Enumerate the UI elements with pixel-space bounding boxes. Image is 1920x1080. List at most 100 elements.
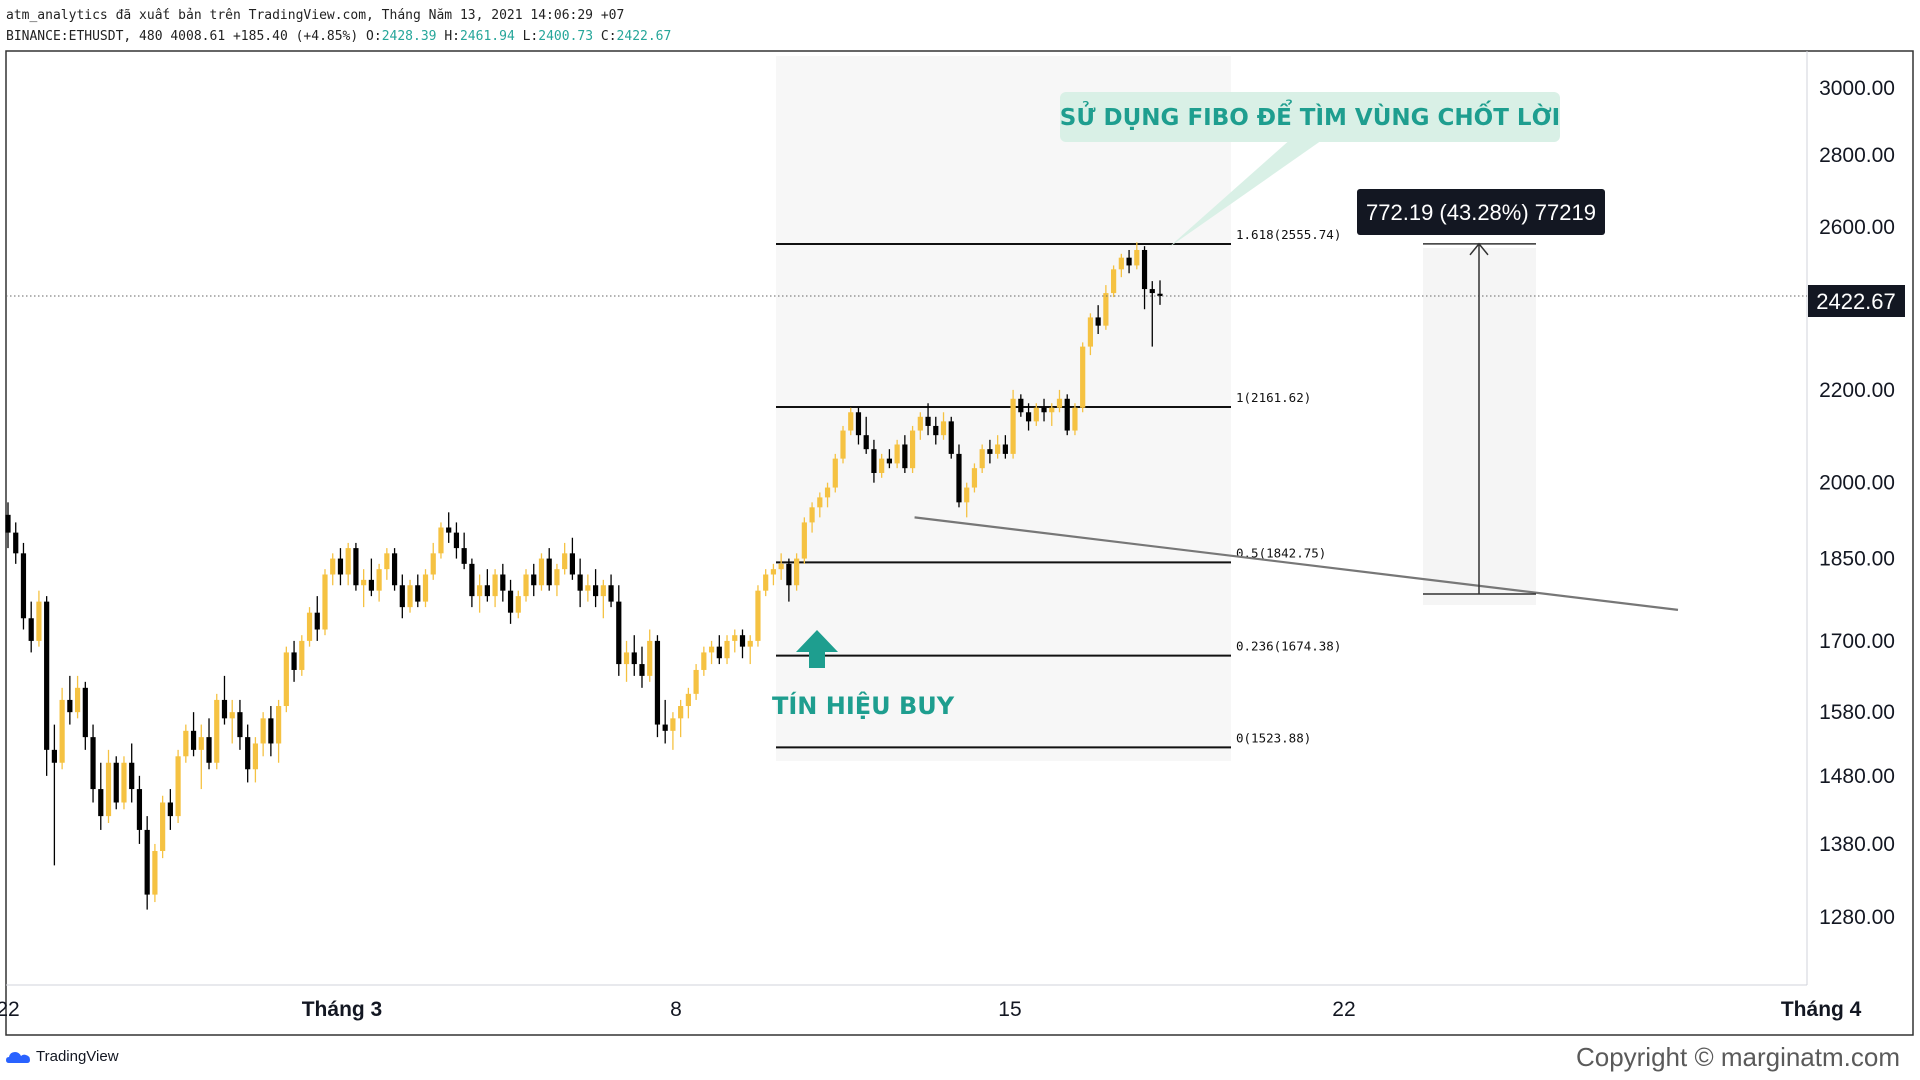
candle-body bbox=[160, 802, 166, 852]
candle-body bbox=[90, 737, 96, 790]
price-tick-label: 2800.00 bbox=[1819, 144, 1895, 167]
candle-body bbox=[51, 749, 57, 763]
candle-body bbox=[909, 430, 916, 469]
candle-body bbox=[477, 585, 483, 597]
candle-body bbox=[971, 468, 978, 488]
candle-body bbox=[801, 522, 807, 559]
candle-body bbox=[453, 532, 460, 549]
candle-body bbox=[98, 789, 104, 817]
candle-body bbox=[685, 693, 691, 707]
candle-body bbox=[399, 585, 405, 608]
candle-body bbox=[1111, 269, 1117, 294]
candle-body bbox=[245, 737, 251, 770]
candle-body bbox=[221, 699, 228, 719]
fib-level-label: 0.5(1842.75) bbox=[1236, 545, 1326, 560]
copyright-text: Copyright © marginatm.com bbox=[1575, 1042, 1900, 1072]
candle-body bbox=[979, 449, 985, 469]
candle-body bbox=[987, 449, 993, 454]
callout-box bbox=[1060, 92, 1560, 142]
candle-body bbox=[144, 829, 150, 895]
time-tick-label: Tháng 4 bbox=[1781, 998, 1862, 1021]
candle-body bbox=[608, 585, 614, 602]
price-tick-label: 1280.00 bbox=[1819, 906, 1895, 929]
trendline[interactable] bbox=[914, 516, 1679, 611]
candle-body bbox=[1126, 257, 1132, 266]
tradingview-logo[interactable]: TradingView bbox=[6, 1048, 119, 1065]
candle-body bbox=[879, 458, 885, 473]
candle-body bbox=[337, 558, 344, 575]
high-label: H: bbox=[444, 29, 460, 44]
symbol-text: BINANCE:ETHUSDT, 480 4008.61 bbox=[6, 29, 226, 44]
price-tick-label: 2000.00 bbox=[1819, 472, 1895, 495]
candle-body bbox=[330, 558, 336, 575]
candle-body bbox=[1141, 249, 1148, 290]
price-tick-label: 3000.00 bbox=[1819, 77, 1895, 100]
candle-body bbox=[361, 579, 367, 586]
price-tick-label: 1380.00 bbox=[1819, 833, 1895, 856]
candle-body bbox=[956, 453, 962, 503]
candle-body bbox=[623, 652, 630, 665]
candle-body bbox=[469, 563, 475, 597]
price-tick-label: 1850.00 bbox=[1819, 548, 1895, 571]
candle-body bbox=[82, 687, 88, 738]
fib-level-label: 1.618(2555.74) bbox=[1236, 227, 1341, 242]
time-tick-label: 22 bbox=[1332, 998, 1355, 1021]
candle-body bbox=[832, 458, 838, 488]
fib-zone bbox=[776, 56, 1231, 761]
candle-body bbox=[840, 430, 846, 459]
candle-body bbox=[948, 421, 954, 454]
candle-body bbox=[237, 712, 243, 738]
measure-label-box bbox=[1357, 189, 1605, 235]
candle-body bbox=[322, 574, 328, 630]
candle-body bbox=[59, 699, 65, 763]
candles bbox=[5, 242, 1163, 910]
candle-body bbox=[747, 640, 753, 647]
candle-body bbox=[716, 646, 722, 659]
candle-body bbox=[422, 574, 429, 602]
candle-body bbox=[268, 718, 274, 744]
candle-body bbox=[206, 737, 212, 763]
price-tick-label: 1480.00 bbox=[1819, 765, 1895, 788]
candle-body bbox=[167, 802, 173, 817]
last-price-badge: 2422.67 bbox=[1808, 285, 1905, 317]
candle-body bbox=[662, 724, 668, 731]
candle-body bbox=[1103, 293, 1109, 326]
candle-body bbox=[1049, 407, 1055, 413]
candle-body bbox=[1157, 293, 1163, 297]
candle-body bbox=[1033, 407, 1039, 422]
fib-level-label: 1(2161.62) bbox=[1236, 390, 1311, 405]
candle-body bbox=[36, 601, 42, 641]
candle-body bbox=[260, 718, 266, 744]
measure-tool[interactable]: 772.19 (43.28%) 77219 bbox=[1357, 189, 1605, 595]
candle-body bbox=[438, 527, 444, 554]
candle-body bbox=[770, 569, 777, 575]
candle-body bbox=[763, 574, 769, 591]
buy-signal-text: TÍN HIỆU BUY bbox=[772, 690, 955, 720]
candle-body bbox=[894, 444, 900, 464]
ohlc-line: BINANCE:ETHUSDT, 480 4008.61 +185.40 (+4… bbox=[6, 29, 671, 44]
tradingview-brand: TradingView bbox=[36, 1048, 119, 1065]
candle-body bbox=[1025, 412, 1032, 422]
candle-body bbox=[353, 548, 359, 586]
candle-body bbox=[515, 596, 521, 613]
open-value: 2428.39 bbox=[381, 29, 437, 44]
price-tick-label: 2600.00 bbox=[1819, 216, 1895, 239]
candle-body bbox=[755, 590, 761, 641]
candle-body bbox=[13, 532, 19, 554]
candle-body bbox=[1002, 444, 1008, 454]
candle-body bbox=[276, 706, 282, 744]
candle-body bbox=[848, 412, 854, 431]
candle-body bbox=[74, 687, 81, 713]
time-tick-label: Tháng 3 bbox=[302, 998, 383, 1021]
tradingview-cloud-icon bbox=[6, 1051, 30, 1063]
candle-body bbox=[678, 706, 684, 719]
candle-body bbox=[175, 756, 181, 817]
fibonacci-levels: 1.618(2555.74) 1(2161.62) 0.5(1842.75) 0.23… bbox=[776, 227, 1341, 749]
measure-label: 772.19 (43.28%) 77219 bbox=[1366, 200, 1596, 225]
chart-frame bbox=[5, 50, 1914, 1036]
price-axis[interactable]: 3000.00 2800.00 2600.00 2200.00 2000.00 1850.… bbox=[1819, 77, 1895, 929]
candle-body bbox=[105, 762, 112, 817]
candle-body bbox=[855, 412, 862, 436]
